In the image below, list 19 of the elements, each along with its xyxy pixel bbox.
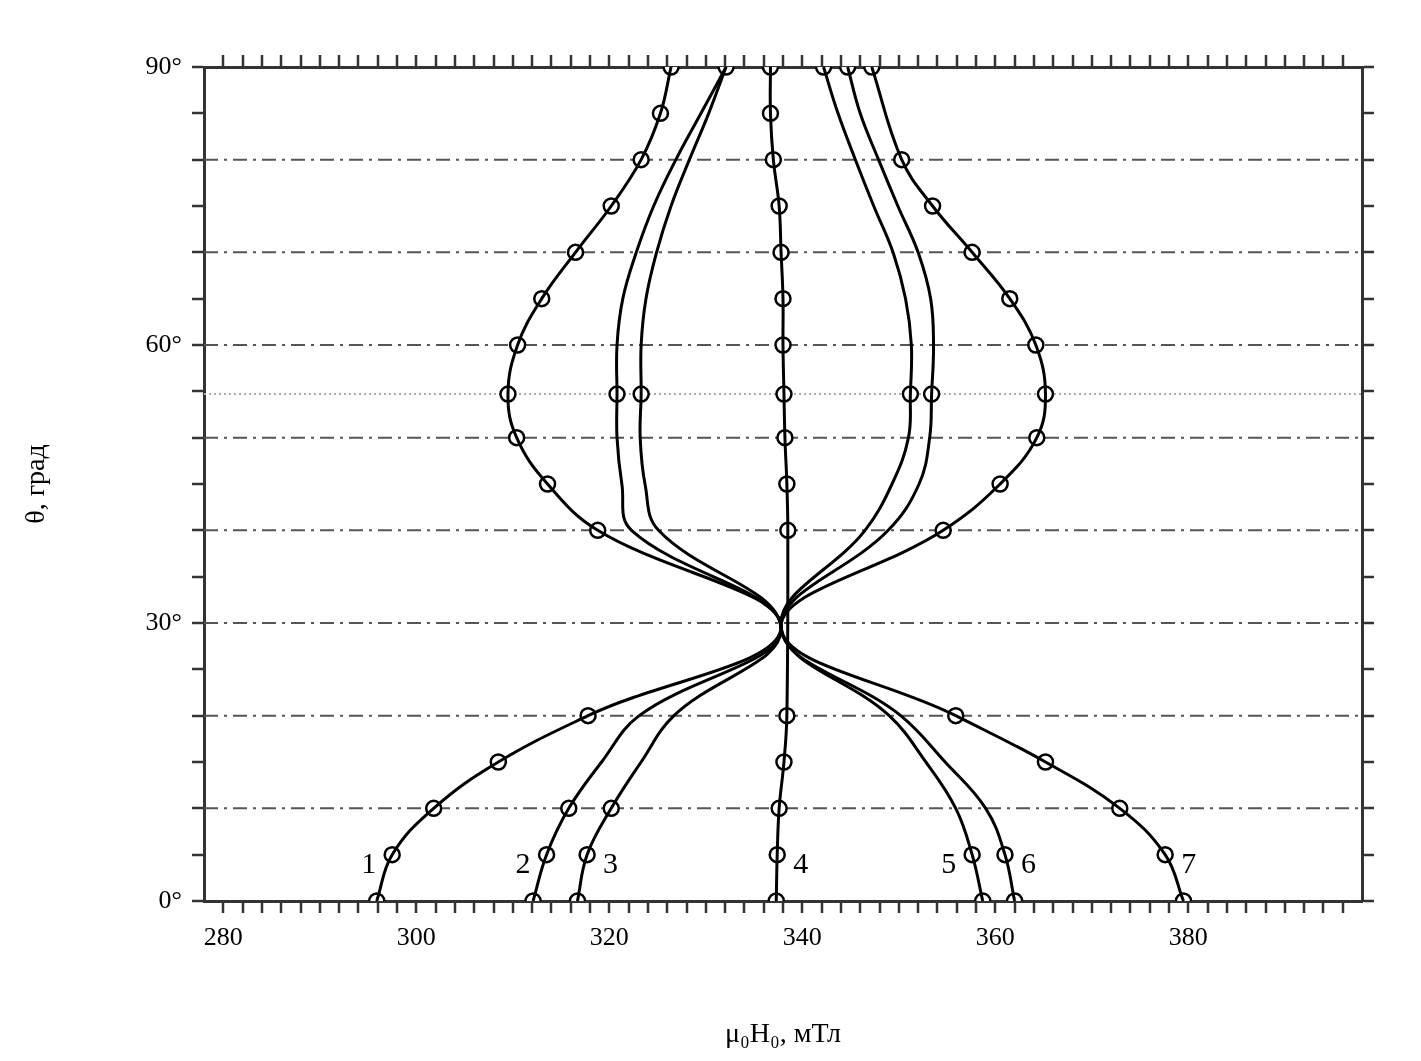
- series-label: 2: [515, 845, 531, 879]
- y-tick-label: 0°: [158, 884, 182, 914]
- x-tick-label: 340: [782, 922, 822, 952]
- series-label: 6: [1020, 845, 1036, 879]
- x-tick-label: 300: [396, 922, 436, 952]
- y-axis-title: θ, град: [19, 444, 51, 524]
- x-axis-title: μ₀H₀, мТл: [724, 1016, 842, 1048]
- y-tick-label: 90°: [145, 50, 182, 80]
- series-label: 5: [941, 845, 957, 879]
- series-label: 7: [1181, 845, 1197, 879]
- x-tick-label: 280: [203, 922, 243, 952]
- x-tick-label: 380: [1168, 922, 1208, 952]
- x-tick-label: 360: [975, 922, 1015, 952]
- series-label: 1: [361, 845, 377, 879]
- series-label: 4: [793, 845, 809, 879]
- y-tick-label: 30°: [145, 606, 182, 636]
- x-tick-label: 320: [589, 922, 629, 952]
- y-tick-label: 60°: [145, 328, 182, 358]
- series-label: 3: [603, 845, 619, 879]
